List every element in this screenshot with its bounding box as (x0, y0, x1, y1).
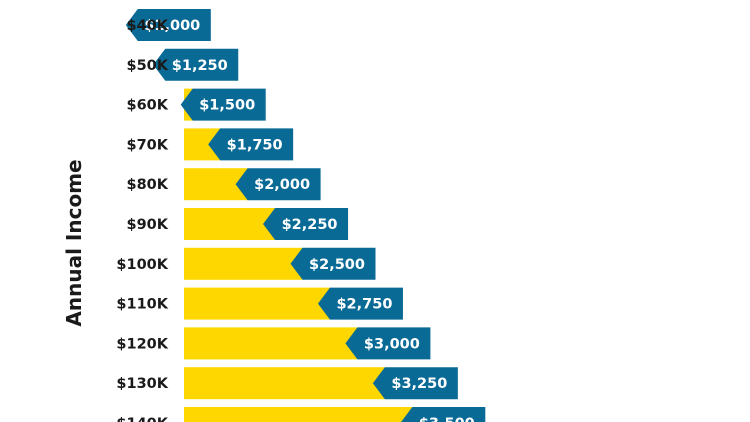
data-label: $1,250 (172, 58, 228, 74)
bar (184, 247, 303, 280)
data-label: $1,000 (144, 18, 200, 34)
bar (184, 287, 330, 320)
value-tag (153, 48, 239, 81)
bar (184, 208, 276, 240)
value-tag (317, 287, 403, 320)
value-tag (180, 88, 266, 121)
value-tag (263, 208, 349, 240)
data-label: $3,500 (419, 416, 475, 422)
data-label: $3,000 (364, 336, 420, 352)
value-tag (125, 9, 211, 41)
data-label: $2,000 (254, 177, 310, 193)
category-label: $40K (126, 18, 168, 34)
category-label: $120K (116, 336, 168, 352)
bar (184, 367, 385, 400)
category-label: $90K (126, 217, 168, 233)
category-label: $50K (126, 58, 168, 74)
value-tag (235, 168, 321, 201)
category-label: $110K (116, 297, 168, 313)
category-label: $100K (116, 257, 168, 273)
bar (184, 407, 413, 422)
value-tag (208, 128, 294, 161)
data-label: $1,500 (199, 98, 255, 114)
data-label: $2,750 (336, 297, 392, 313)
category-label: $70K (126, 137, 168, 153)
value-tag (372, 367, 458, 400)
data-label: $2,250 (282, 217, 338, 233)
category-label: $130K (116, 376, 168, 392)
bars-group: $1,000$40K $1,250$50K $1,500 $60K $1,750 $70K… (116, 9, 486, 422)
data-label: $1,750 (227, 137, 283, 153)
data-label: $2,500 (309, 257, 365, 273)
category-label: $60K (126, 98, 168, 114)
data-label: $3,250 (391, 376, 447, 392)
bar (184, 327, 358, 360)
y-axis-label: Annual Income (62, 159, 86, 326)
value-tag (401, 407, 486, 422)
value-tag (290, 247, 376, 280)
category-label: $140K (116, 416, 168, 422)
category-label: $80K (126, 177, 168, 193)
value-tag (345, 327, 431, 360)
